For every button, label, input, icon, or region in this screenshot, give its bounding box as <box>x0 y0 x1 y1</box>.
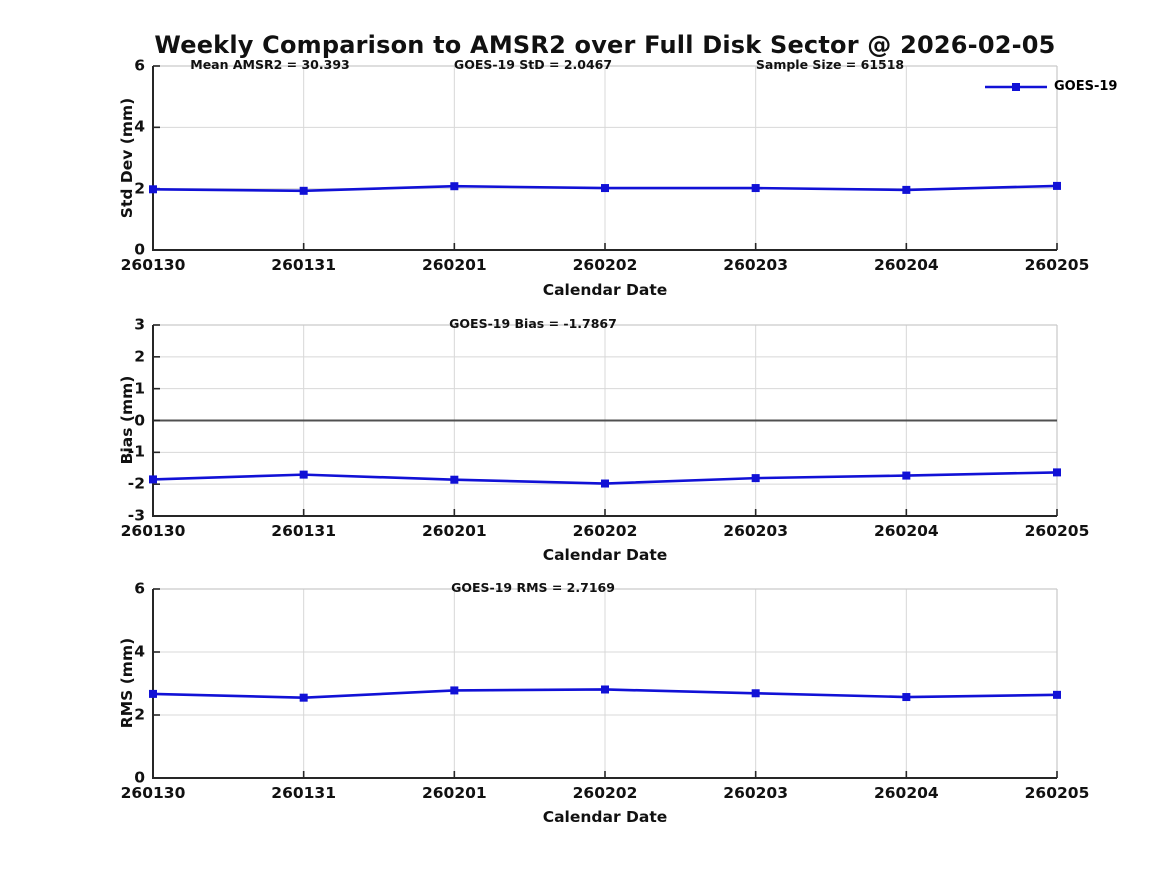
x-tick-label: 260202 <box>572 256 638 274</box>
annotation-goes19-std: GOES-19 StD = 2.0467 <box>453 57 613 72</box>
annotation-mean-amsr2: Mean AMSR2 = 30.393 <box>190 57 350 72</box>
x-tick-label: 260201 <box>421 256 487 274</box>
y-tick-label: 1 <box>134 379 145 398</box>
y-tick-label: 2 <box>134 705 145 724</box>
x-tick-label: 260201 <box>421 522 487 540</box>
x-tick-label: 260205 <box>1024 784 1090 802</box>
legend-label: GOES-19 <box>1054 79 1118 94</box>
x-tick-label: 260131 <box>271 522 337 540</box>
x-tick-label: 260202 <box>572 784 638 802</box>
y-tick-label: 3 <box>134 315 145 334</box>
y-tick-label: 0 <box>134 411 145 430</box>
x-tick-label: 260203 <box>723 522 789 540</box>
y-tick-label: -1 <box>127 442 145 461</box>
y-tick-label: -2 <box>127 474 145 493</box>
x-tick-label: 260201 <box>421 784 487 802</box>
legend: GOES-19 <box>984 79 1117 94</box>
y-tick-label: 4 <box>134 642 145 661</box>
x-tick-label: 260205 <box>1024 256 1090 274</box>
annotation-goes19-bias: GOES-19 Bias = -1.7867 <box>449 316 617 331</box>
y-tick-label: 6 <box>134 56 145 75</box>
x-tick-label: 260205 <box>1024 522 1090 540</box>
annotation-goes19-rms: GOES-19 RMS = 2.7169 <box>451 580 615 595</box>
y-tick-label: 0 <box>134 240 145 259</box>
x-tick-label: 260131 <box>271 256 337 274</box>
stddev-x-axis-label: Calendar Date <box>542 281 668 299</box>
x-tick-label: 260130 <box>120 256 186 274</box>
y-tick-label: -3 <box>127 506 145 525</box>
y-tick-label: 4 <box>134 117 145 136</box>
x-tick-label: 260203 <box>723 784 789 802</box>
y-tick-label: 2 <box>134 347 145 366</box>
x-tick-label: 260130 <box>120 522 186 540</box>
x-tick-label: 260204 <box>873 522 939 540</box>
x-tick-label: 260203 <box>723 256 789 274</box>
x-tick-label: 260130 <box>120 784 186 802</box>
bias-x-axis-label: Calendar Date <box>542 546 668 564</box>
y-tick-label: 2 <box>134 179 145 198</box>
x-tick-label: 260131 <box>271 784 337 802</box>
chart-title: Weekly Comparison to AMSR2 over Full Dis… <box>154 31 1056 59</box>
y-tick-label: 0 <box>134 768 145 787</box>
x-tick-label: 260202 <box>572 522 638 540</box>
annotation-sample-size: Sample Size = 61518 <box>755 57 905 72</box>
x-tick-label: 260204 <box>873 784 939 802</box>
stddev-y-axis-label: Std Dev (mm) <box>118 97 136 219</box>
rms-x-axis-label: Calendar Date <box>542 808 668 826</box>
legend-line-marker-icon <box>985 82 1047 91</box>
y-tick-label: 6 <box>134 579 145 598</box>
x-tick-label: 260204 <box>873 256 939 274</box>
